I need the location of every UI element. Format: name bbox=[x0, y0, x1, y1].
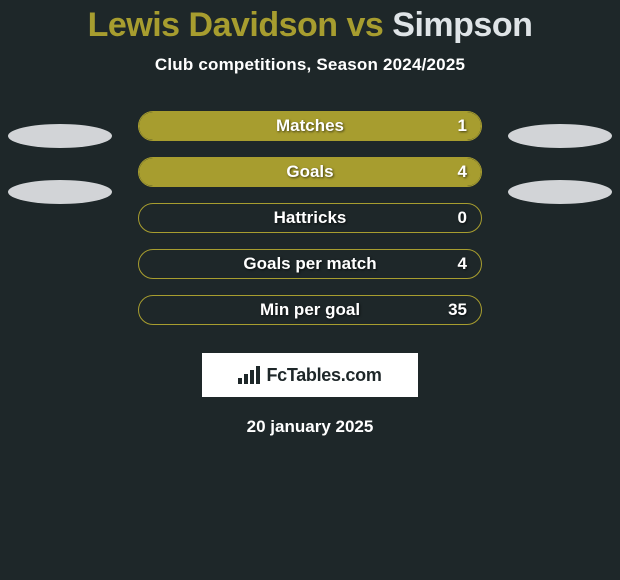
stat-bar-value: 35 bbox=[448, 300, 467, 320]
brand-badge: FcTables.com bbox=[202, 353, 418, 397]
stat-bar: Matches 1 bbox=[138, 111, 482, 141]
ellipse-icon bbox=[508, 180, 612, 204]
stat-bar-label: Goals per match bbox=[243, 254, 376, 274]
stat-bar-label: Goals bbox=[286, 162, 333, 182]
title-player-left: Lewis Davidson bbox=[88, 6, 338, 44]
stat-bar: Goals per match 4 bbox=[138, 249, 482, 279]
ellipse-icon bbox=[508, 124, 612, 148]
stat-bar-value: 4 bbox=[458, 162, 467, 182]
subtitle: Club competitions, Season 2024/2025 bbox=[0, 55, 620, 75]
stat-bar: Goals 4 bbox=[138, 157, 482, 187]
title-player-right: Simpson bbox=[392, 6, 532, 44]
stat-bar: Min per goal 35 bbox=[138, 295, 482, 325]
snapshot-date: 20 january 2025 bbox=[0, 417, 620, 437]
left-ellipse-decor bbox=[8, 124, 112, 204]
brand-text: FcTables.com bbox=[266, 365, 381, 386]
stat-bar-label: Matches bbox=[276, 116, 344, 136]
stat-bar-value: 0 bbox=[458, 208, 467, 228]
stat-bar-value: 4 bbox=[458, 254, 467, 274]
stat-bar: Hattricks 0 bbox=[138, 203, 482, 233]
ellipse-icon bbox=[8, 124, 112, 148]
bar-chart-icon bbox=[238, 366, 260, 384]
comparison-title: Lewis Davidson vs Simpson bbox=[0, 0, 620, 45]
title-vs: vs bbox=[338, 6, 393, 44]
right-ellipse-decor bbox=[508, 124, 612, 204]
ellipse-icon bbox=[8, 180, 112, 204]
stat-bar-label: Min per goal bbox=[260, 300, 360, 320]
stat-bar-label: Hattricks bbox=[274, 208, 347, 228]
stat-bar-value: 1 bbox=[458, 116, 467, 136]
